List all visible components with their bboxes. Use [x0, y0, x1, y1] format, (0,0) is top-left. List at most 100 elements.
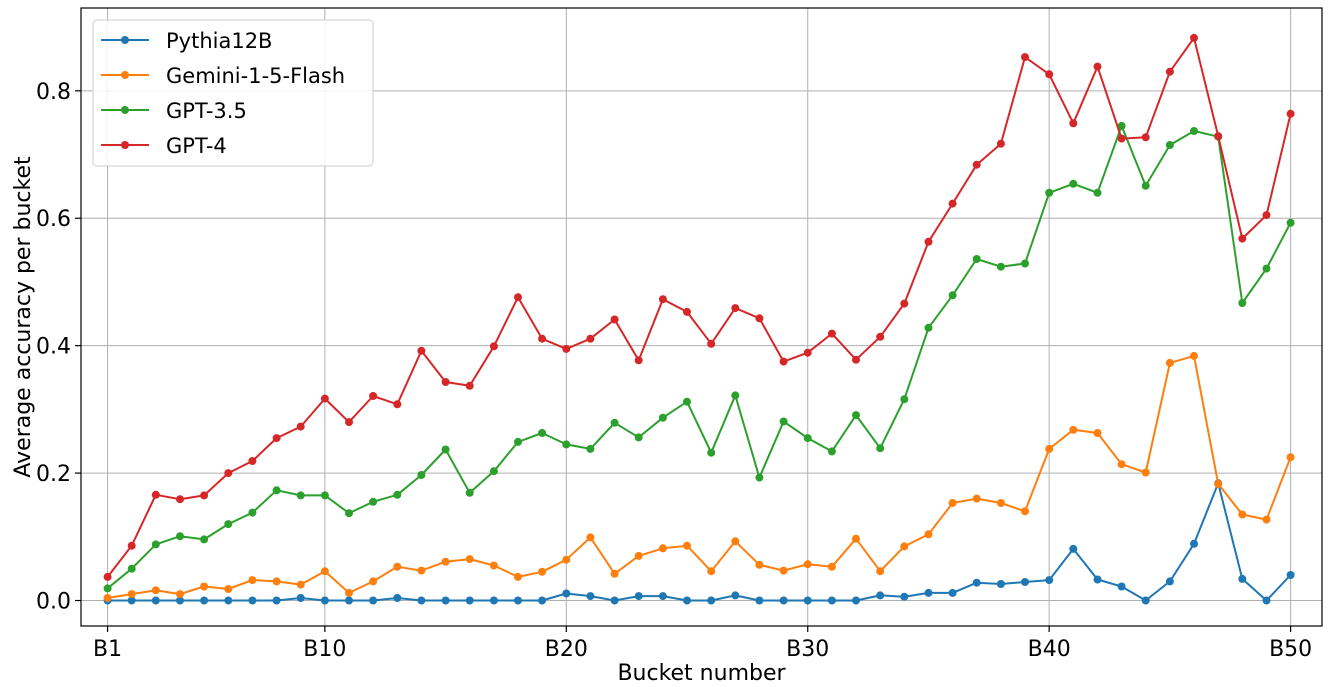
- data-point-gpt-4: [1045, 70, 1054, 79]
- data-point-gpt-3-5: [103, 584, 112, 593]
- legend-item-gpt-3-5: GPT-3.5: [101, 99, 247, 123]
- data-point-gpt-4: [320, 394, 329, 403]
- legend-label: Gemini-1-5-Flash: [166, 64, 345, 88]
- data-point-gpt-4: [755, 314, 764, 323]
- x-tick-label: B30: [786, 637, 829, 662]
- data-point-gpt-4: [248, 457, 257, 465]
- data-point-gemini-1-5-flash: [1021, 507, 1029, 516]
- data-point-gemini-1-5-flash: [731, 537, 740, 546]
- data-point-gemini-1-5-flash: [248, 576, 257, 585]
- data-point-gemini-1-5-flash: [127, 590, 136, 599]
- data-point-gpt-4: [103, 572, 112, 581]
- data-point-gpt-4: [393, 400, 402, 409]
- data-point-pythia12b: [248, 596, 257, 605]
- y-tick-label: 0.6: [36, 207, 71, 232]
- data-point-gpt-4: [1141, 133, 1150, 142]
- data-point-pythia12b: [1045, 576, 1054, 585]
- data-point-gpt-4: [1117, 134, 1126, 143]
- data-point-pythia12b: [224, 596, 233, 605]
- data-point-gemini-1-5-flash: [1286, 453, 1295, 462]
- legend-item-gpt-4: GPT-4: [101, 134, 227, 158]
- data-point-pythia12b: [1141, 596, 1150, 605]
- data-point-gpt-4: [465, 381, 474, 390]
- data-point-gpt-4: [514, 293, 522, 302]
- data-point-pythia12b: [948, 588, 957, 597]
- y-tick-label: 0.4: [36, 335, 71, 360]
- data-point-gpt-4: [900, 299, 909, 308]
- data-point-gpt-3-5: [996, 262, 1005, 271]
- data-point-gemini-1-5-flash: [683, 541, 691, 550]
- data-point-gemini-1-5-flash: [1262, 515, 1271, 524]
- data-point-gpt-4: [924, 237, 933, 246]
- data-point-gemini-1-5-flash: [948, 499, 957, 507]
- x-tick-label: B50: [1269, 637, 1312, 662]
- plot-area-frame: [80, 7, 1323, 627]
- data-point-pythia12b: [852, 596, 860, 605]
- data-point-gemini-1-5-flash: [634, 551, 643, 560]
- data-point-gpt-3-5: [900, 395, 909, 404]
- data-point-pythia12b: [731, 591, 740, 600]
- data-point-pythia12b: [465, 596, 474, 605]
- data-point-gemini-1-5-flash: [151, 586, 160, 595]
- data-point-gpt-4: [296, 422, 305, 431]
- data-point-gemini-1-5-flash: [224, 585, 233, 593]
- data-point-gpt-4: [948, 199, 957, 208]
- data-point-pythia12b: [1117, 582, 1126, 591]
- data-point-gpt-3-5: [683, 397, 691, 406]
- data-point-gpt-3-5: [538, 429, 547, 437]
- legend-box: [92, 19, 374, 167]
- data-point-gpt-4: [538, 334, 547, 343]
- data-point-pythia12b: [900, 592, 909, 601]
- legend-item-pythia12b: Pythia12B: [101, 29, 272, 53]
- data-point-gemini-1-5-flash: [417, 566, 426, 575]
- y-tick-label: 0.8: [36, 80, 71, 105]
- data-point-gpt-3-5: [393, 490, 402, 499]
- data-point-gpt-3-5: [1141, 181, 1150, 190]
- data-point-gpt-3-5: [465, 488, 474, 497]
- data-point-pythia12b: [876, 591, 885, 600]
- legend-swatch-marker: [121, 71, 129, 79]
- data-point-pythia12b: [200, 596, 209, 605]
- data-point-gemini-1-5-flash: [441, 557, 450, 566]
- data-point-gpt-4: [127, 541, 136, 550]
- data-point-gpt-4: [658, 295, 667, 304]
- data-point-gpt-3-5: [1165, 141, 1174, 149]
- data-point-pythia12b: [1286, 571, 1295, 579]
- data-point-gpt-3-5: [248, 508, 257, 517]
- data-point-gemini-1-5-flash: [827, 562, 836, 571]
- data-point-gpt-4: [803, 348, 812, 357]
- data-point-pythia12b: [972, 578, 981, 587]
- data-point-gpt-3-5: [489, 467, 498, 476]
- data-point-gemini-1-5-flash: [972, 494, 981, 503]
- data-point-gemini-1-5-flash: [369, 577, 378, 586]
- series-line-pythia12b: [107, 482, 1292, 602]
- y-axis-title: Average accuracy per bucket: [11, 156, 36, 478]
- data-point-gemini-1-5-flash: [320, 567, 329, 576]
- data-point-gpt-4: [634, 356, 643, 365]
- data-point-gpt-3-5: [972, 255, 981, 263]
- data-point-gpt-3-5: [803, 434, 812, 443]
- data-point-pythia12b: [827, 596, 836, 605]
- data-point-gpt-4: [683, 307, 691, 316]
- data-point-gpt-4: [345, 418, 353, 427]
- data-point-pythia12b: [489, 596, 498, 605]
- data-point-gpt-4: [151, 490, 160, 499]
- data-point-pythia12b: [296, 594, 305, 602]
- series-pythia12b: [103, 479, 1295, 605]
- data-point-pythia12b: [393, 594, 402, 602]
- x-axis-title: Bucket number: [617, 661, 786, 686]
- data-point-pythia12b: [924, 588, 933, 597]
- data-point-gemini-1-5-flash: [103, 594, 112, 602]
- data-point-gemini-1-5-flash: [1214, 479, 1223, 488]
- data-point-gpt-3-5: [610, 418, 619, 427]
- data-point-gpt-4: [1214, 132, 1223, 141]
- data-point-gpt-3-5: [1286, 218, 1295, 227]
- data-point-gemini-1-5-flash: [1190, 351, 1198, 360]
- data-point-gpt-3-5: [272, 486, 281, 495]
- data-point-gpt-3-5: [1093, 188, 1102, 197]
- data-point-gemini-1-5-flash: [610, 569, 619, 578]
- data-point-gemini-1-5-flash: [900, 542, 909, 551]
- data-point-pythia12b: [320, 596, 329, 605]
- data-point-gpt-3-5: [1069, 179, 1078, 188]
